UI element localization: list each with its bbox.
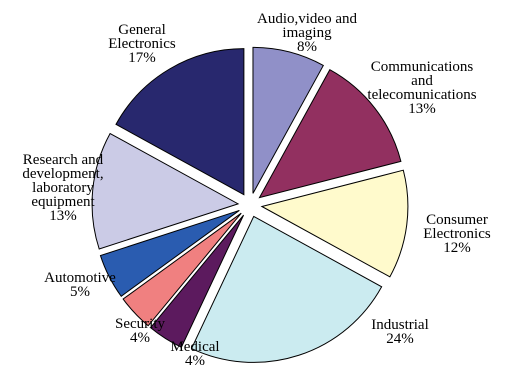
slice-label-line: Medical: [170, 339, 219, 355]
slice-label-line: 4%: [130, 330, 150, 346]
slice-label-5: Security 4%: [115, 316, 165, 346]
slice-label-line: 12%: [443, 240, 471, 256]
slice-label-line: Consumer: [426, 212, 488, 228]
slice-label-line: General: [118, 22, 165, 38]
slice-label-line: Communications: [371, 59, 474, 75]
pie-slice-8: [115, 48, 245, 196]
pie-slice-0: [252, 46, 324, 194]
slice-label-line: Electronics: [108, 36, 176, 52]
pie-slice-7: [91, 132, 240, 250]
slice-label-line: 5%: [70, 284, 90, 300]
slice-label-7: Research and development, laboratory equipm…: [22, 152, 103, 224]
pie-labels: Audio,video and imaging 8%Communications an…: [22, 11, 491, 369]
slice-label-line: Research and: [23, 152, 104, 168]
pie-slice-1: [258, 69, 402, 199]
slice-label-line: 13%: [49, 208, 77, 224]
pie-slice-3: [190, 215, 383, 363]
pie-slice-4: [149, 214, 245, 348]
slice-label-0: Audio,video and imaging 8%: [257, 11, 357, 55]
slice-label-line: Audio,video and: [257, 11, 357, 27]
slice-label-line: equipment: [31, 194, 95, 210]
slice-label-line: Security: [115, 316, 165, 332]
slice-label-line: 8%: [297, 39, 317, 55]
slice-label-line: imaging: [282, 25, 332, 41]
slice-label-line: Automotive: [44, 270, 116, 286]
slice-label-line: development,: [22, 166, 103, 182]
slice-label-2: Consumer Electronics 12%: [423, 212, 491, 256]
pie-slice-6: [99, 209, 240, 297]
slice-label-8: General Electronics 17%: [108, 22, 176, 66]
slice-label-line: 13%: [408, 101, 436, 117]
pie-slice-5: [122, 212, 242, 327]
pie-slice-2: [260, 169, 409, 278]
slice-label-line: 4%: [185, 353, 205, 367]
pie-slices: [91, 46, 409, 363]
slice-label-line: Electronics: [423, 226, 491, 242]
slice-label-3: Industrial 24%: [371, 317, 429, 347]
slice-label-1: Communications and telecomunications 13%: [367, 59, 476, 117]
slice-label-line: and: [411, 73, 433, 89]
slice-label-line: Industrial: [371, 317, 429, 333]
slice-label-line: 17%: [128, 50, 156, 66]
slice-label-line: telecomunications: [367, 87, 476, 103]
slice-label-4: Medical 4%: [170, 339, 219, 367]
slice-label-line: 24%: [386, 331, 414, 347]
slice-label-6: Automotive 5%: [44, 270, 116, 300]
slice-label-line: laboratory: [32, 180, 94, 196]
